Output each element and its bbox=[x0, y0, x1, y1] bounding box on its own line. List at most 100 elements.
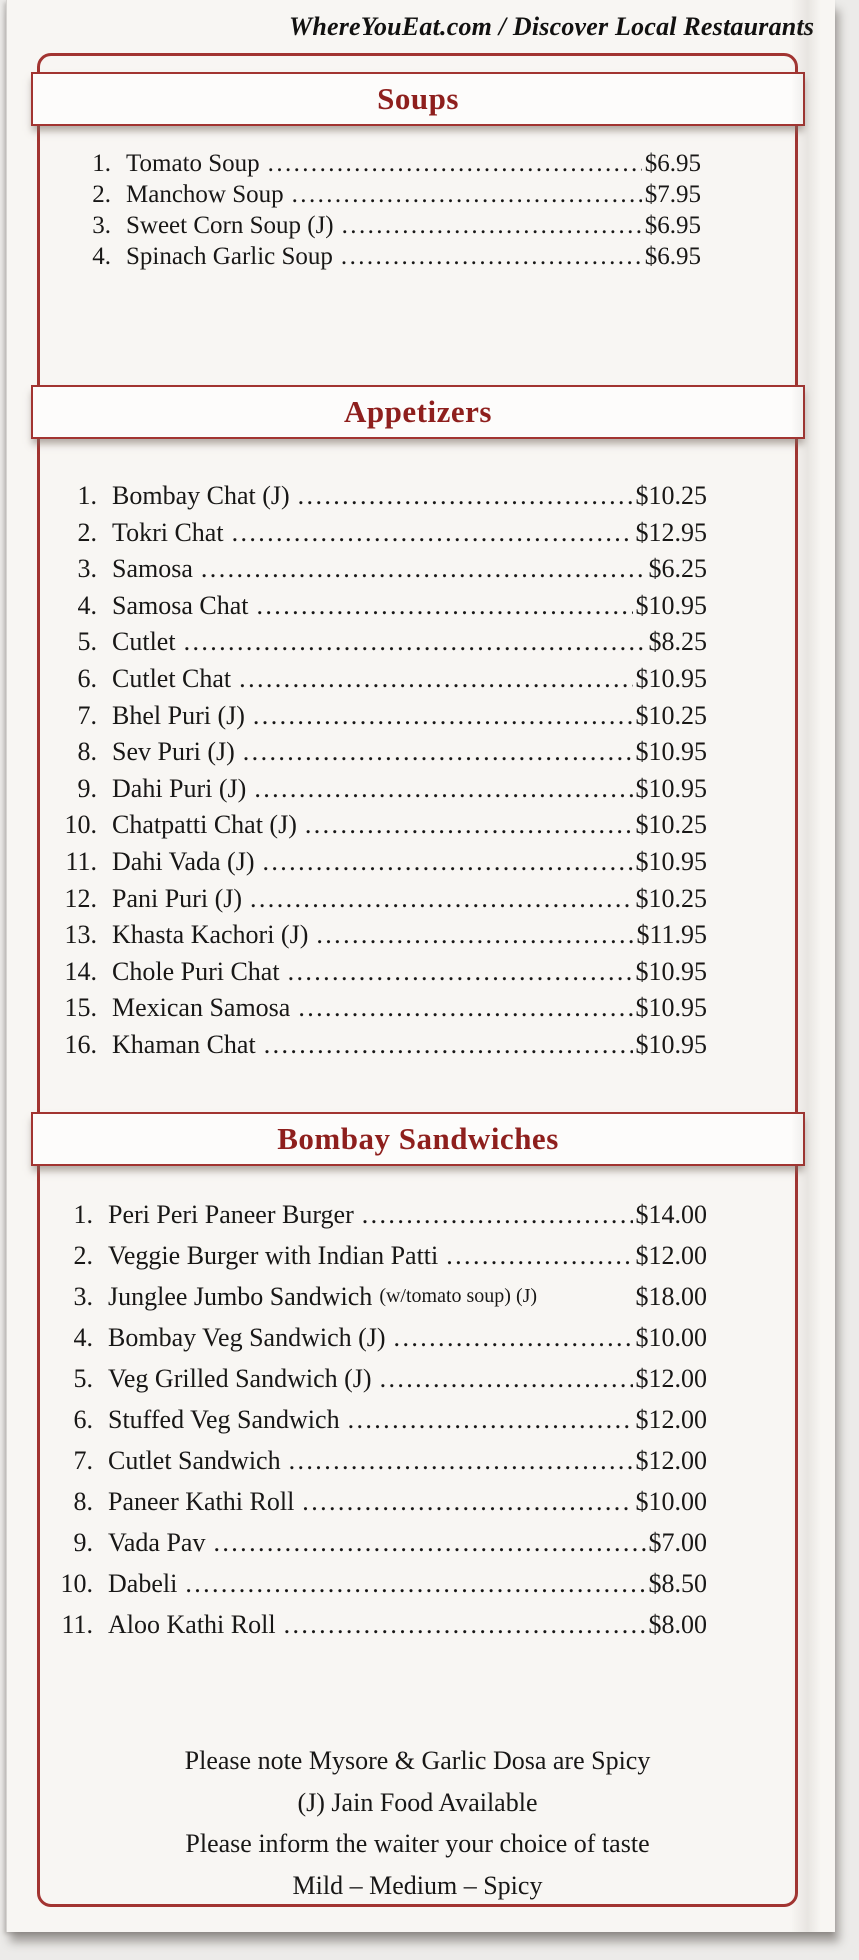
menu-item-row: 15. Mexican Samosa.......................… bbox=[57, 990, 708, 1027]
item-price: $12.00 bbox=[635, 1446, 708, 1475]
dot-leader: ........................................… bbox=[256, 590, 633, 620]
menu-item-row: 11. Aloo Kathi Roll......................… bbox=[53, 1604, 707, 1645]
item-price: $18.00 bbox=[635, 1282, 708, 1311]
item-number: 9. bbox=[77, 773, 98, 803]
item-price: $12.95 bbox=[635, 517, 708, 547]
dot-leader: ........................................… bbox=[379, 1364, 633, 1393]
dot-leader: ........................................… bbox=[340, 243, 642, 270]
menu-item-row: 12. Pani Puri (J)........................… bbox=[57, 881, 708, 918]
item-number: 4. bbox=[92, 243, 111, 270]
item-number: 5. bbox=[73, 1364, 94, 1393]
item-name: Cutlet bbox=[112, 627, 176, 657]
item-price: $10.95 bbox=[635, 590, 708, 620]
item-name: Aloo Kathi Roll bbox=[108, 1610, 276, 1639]
dot-leader: ........................................… bbox=[288, 1446, 633, 1475]
item-price: $12.00 bbox=[635, 1364, 708, 1393]
item-price: $6.95 bbox=[644, 212, 701, 239]
dot-leader: ........................................… bbox=[183, 627, 646, 657]
menu-item-row: 6. Stuffed Veg Sandwich..................… bbox=[53, 1399, 708, 1440]
item-name: Bhel Puri (J) bbox=[112, 700, 245, 730]
item-price: $12.00 bbox=[635, 1405, 708, 1434]
item-price: $10.95 bbox=[635, 993, 708, 1023]
dot-leader: ........................................… bbox=[252, 700, 633, 730]
site-header: WhereYouEat.com / Discover Local Restaur… bbox=[289, 12, 815, 41]
item-price: $10.95 bbox=[635, 663, 708, 693]
menu-item-row: 10. Chatpatti Chat (J)...................… bbox=[57, 807, 708, 844]
footer-notes: Please note Mysore & Garlic Dosa are Spi… bbox=[37, 1740, 798, 1906]
item-number: 6. bbox=[77, 663, 98, 693]
section-title-appetizers: Appetizers bbox=[344, 394, 492, 429]
menu-item-row: 1. Tomato Soup...........................… bbox=[71, 148, 701, 179]
bombay-sandwiches-item-list: 1. Peri Peri Paneer Burger...............… bbox=[53, 1194, 708, 1645]
item-number: 7. bbox=[77, 700, 98, 730]
item-name: Sweet Corn Soup (J) bbox=[126, 212, 334, 239]
item-number: 6. bbox=[73, 1405, 94, 1434]
dot-leader: ........................................… bbox=[341, 212, 642, 239]
appetizers-item-list: 1. Bombay Chat (J).......................… bbox=[57, 478, 708, 1064]
item-price: $10.95 bbox=[635, 737, 708, 767]
item-price: $7.00 bbox=[648, 1528, 708, 1557]
item-price: $8.25 bbox=[648, 627, 708, 657]
dot-leader: ........................................… bbox=[262, 846, 632, 876]
menu-card-border bbox=[37, 53, 798, 1907]
item-name: Khasta Kachori (J) bbox=[112, 920, 309, 950]
menu-item-row: 13. Khasta Kachori (J)...................… bbox=[57, 917, 708, 954]
menu-item-row: 9. Vada Pav..............................… bbox=[53, 1522, 708, 1563]
item-name: Mexican Samosa bbox=[112, 993, 291, 1023]
menu-item-row: 1. Peri Peri Paneer Burger...............… bbox=[53, 1194, 708, 1235]
menu-item-row: 11. Dahi Vada (J)........................… bbox=[57, 844, 707, 881]
menu-item-row: 2. Veggie Burger with Indian Patti.......… bbox=[53, 1235, 708, 1276]
item-number: 10. bbox=[60, 1569, 94, 1598]
item-number: 8. bbox=[73, 1487, 94, 1516]
dot-leader: ........................................… bbox=[250, 883, 633, 913]
soups-item-list: 1. Tomato Soup...........................… bbox=[71, 148, 701, 272]
item-name: Cutlet Sandwich bbox=[108, 1446, 281, 1475]
menu-item-row: 10. Dabeli...............................… bbox=[53, 1563, 708, 1604]
item-number: 15. bbox=[64, 993, 98, 1023]
menu-item-row: 1. Bombay Chat (J).......................… bbox=[57, 478, 708, 515]
section-header-bombay-sandwiches: Bombay Sandwiches bbox=[31, 1112, 805, 1166]
dot-leader: ........................................… bbox=[302, 1487, 632, 1516]
item-name: Chatpatti Chat (J) bbox=[112, 810, 297, 840]
item-number: 3. bbox=[77, 554, 98, 584]
item-name: Veg Grilled Sandwich (J) bbox=[108, 1364, 372, 1393]
menu-item-row: 3. Sweet Corn Soup (J)...................… bbox=[71, 210, 701, 241]
item-name: Manchow Soup bbox=[126, 181, 284, 208]
menu-item-row: 16. Khaman Chat..........................… bbox=[57, 1027, 708, 1064]
dot-leader: ........................................… bbox=[283, 1610, 646, 1639]
dot-leader: ........................................… bbox=[291, 181, 642, 208]
item-number: 5. bbox=[77, 627, 98, 657]
item-price: $6.95 bbox=[644, 243, 701, 270]
item-price: $10.95 bbox=[635, 1029, 708, 1059]
menu-item-row: 6. Cutlet Chat...........................… bbox=[57, 661, 708, 698]
item-price: $10.95 bbox=[635, 956, 708, 986]
item-name: Bombay Chat (J) bbox=[112, 481, 290, 510]
dot-leader: ........................................… bbox=[231, 517, 633, 547]
item-number: 7. bbox=[73, 1446, 94, 1475]
item-number: 9. bbox=[73, 1528, 94, 1557]
menu-item-row: 4. Spinach Garlic Soup...................… bbox=[71, 241, 701, 272]
item-number: 11. bbox=[61, 1610, 93, 1639]
item-name: Veggie Burger with Indian Patti bbox=[108, 1241, 439, 1270]
item-number: 4. bbox=[77, 590, 98, 620]
footer-note-jain: (J) Jain Food Available bbox=[297, 1787, 538, 1817]
item-price: $10.95 bbox=[635, 773, 708, 803]
item-number: 2. bbox=[92, 181, 111, 208]
item-number: 4. bbox=[73, 1323, 94, 1352]
dot-leader: ........................................… bbox=[200, 554, 646, 584]
item-name: Chole Puri Chat bbox=[112, 956, 280, 986]
item-number: 10. bbox=[64, 810, 98, 840]
item-price: $10.25 bbox=[635, 481, 708, 510]
section-header-soups: Soups bbox=[31, 72, 805, 126]
item-name: Samosa bbox=[112, 554, 193, 584]
item-price: $11.95 bbox=[636, 920, 707, 950]
footer-note-spicy: Please note Mysore & Garlic Dosa are Spi… bbox=[184, 1746, 651, 1775]
item-name: Peri Peri Paneer Burger bbox=[108, 1200, 354, 1229]
item-price: $10.00 bbox=[635, 1323, 708, 1352]
footer-note-waiter: Please inform the waiter your choice of … bbox=[185, 1829, 650, 1858]
item-name: Pani Puri (J) bbox=[112, 883, 242, 913]
menu-item-row: 8. Paneer Kathi Roll.....................… bbox=[53, 1481, 708, 1522]
item-price: $7.95 bbox=[644, 181, 701, 208]
item-name: Junglee Jumbo Sandwich bbox=[108, 1282, 373, 1311]
item-price: $10.95 bbox=[635, 846, 708, 876]
